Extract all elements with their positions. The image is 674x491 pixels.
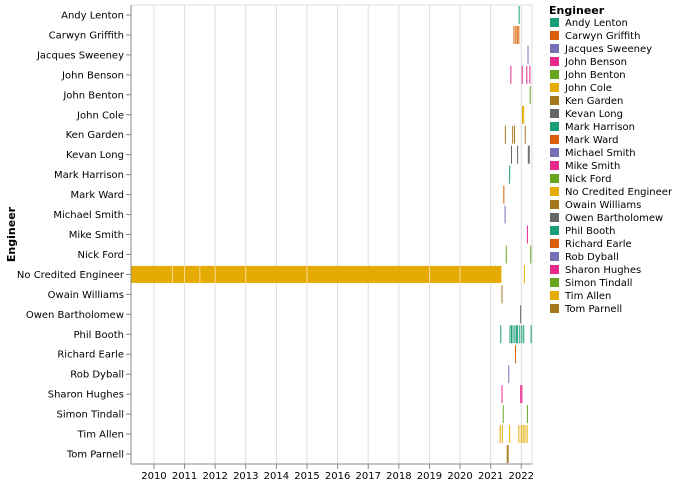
y-tick-label: John Benton xyxy=(62,90,124,101)
legend-entry-label: Carwyn Griffith xyxy=(565,31,640,42)
legend-swatch xyxy=(550,148,559,157)
y-tick-label: Nick Ford xyxy=(77,250,124,261)
y-tick-label: Ken Garden xyxy=(66,130,124,141)
legend-swatch xyxy=(550,18,559,27)
legend-title: Engineer xyxy=(549,4,605,17)
legend-entry-label: Ken Garden xyxy=(565,96,623,107)
y-tick-label: Jacques Sweeney xyxy=(36,50,124,61)
legend-entry-label: Nick Ford xyxy=(565,174,612,185)
plot-background xyxy=(130,4,533,465)
y-tick-label: Richard Earle xyxy=(57,350,124,361)
x-tick-label: 2013 xyxy=(233,471,258,482)
legend-swatch xyxy=(550,213,559,222)
axes-layer: 2010 2011 2012 2013 2014 2015 2016 2017 2018 2019… xyxy=(5,5,534,482)
x-tick-label: 2012 xyxy=(202,471,227,482)
legend-swatch xyxy=(550,44,559,53)
legend-swatch xyxy=(550,174,559,183)
legend-swatch xyxy=(550,83,559,92)
y-tick-label: Kevan Long xyxy=(66,150,124,161)
y-tick-label: Phil Booth xyxy=(74,330,124,341)
legend-entry-label: Kevan Long xyxy=(565,109,623,120)
legend-entry-label: Rob Dyball xyxy=(565,252,619,263)
y-tick-label: Mark Harrison xyxy=(54,170,124,181)
y-tick-label: Carwyn Griffith xyxy=(49,30,124,41)
range-bar xyxy=(131,265,502,283)
x-tick-label: 2018 xyxy=(386,471,411,482)
y-tick-label: John Cole xyxy=(76,110,124,121)
legend-swatch xyxy=(550,291,559,300)
x-tick-label: 2010 xyxy=(141,471,166,482)
marks-layer xyxy=(131,5,532,464)
legend-swatch xyxy=(550,265,559,274)
y-tick-label: Sharon Hughes xyxy=(48,390,124,401)
legend-entry-label: Owain Williams xyxy=(565,200,641,211)
x-tick-label: 2015 xyxy=(294,471,319,482)
legend-entry-label: Tom Parnell xyxy=(564,304,622,315)
legend-entry-label: Mike Smith xyxy=(565,161,620,172)
legend-entry-label: Phil Booth xyxy=(565,226,615,237)
legend-entry-label: Jacques Sweeney xyxy=(564,44,652,55)
legend-entry-label: John Benson xyxy=(564,57,627,68)
legend-entry-label: Michael Smith xyxy=(565,148,636,159)
legend-swatch xyxy=(550,161,559,170)
y-tick-label: Simon Tindall xyxy=(57,410,124,421)
legend-entry-label: Mark Ward xyxy=(565,135,619,146)
legend-swatch xyxy=(550,70,559,79)
x-tick-label: 2017 xyxy=(356,471,381,482)
y-tick-label: Mark Ward xyxy=(71,190,125,201)
legend-swatch xyxy=(550,96,559,105)
y-tick-label: Tom Parnell xyxy=(66,450,124,461)
grid-layer xyxy=(130,4,533,465)
y-tick-label: Owen Bartholomew xyxy=(26,310,124,321)
y-tick-label: Owain Williams xyxy=(48,290,124,301)
legend-entry-label: Tim Allen xyxy=(564,291,611,302)
x-tick-label: 2016 xyxy=(325,471,350,482)
legend-entry-label: John Cole xyxy=(564,83,612,94)
legend-swatch xyxy=(550,109,559,118)
legend-swatch xyxy=(550,187,559,196)
legend-swatch xyxy=(550,278,559,287)
legend-swatch xyxy=(550,122,559,131)
x-tick-label: 2020 xyxy=(447,471,472,482)
y-tick-label: Tim Allen xyxy=(77,430,124,441)
legend-swatch xyxy=(550,57,559,66)
y-tick-label: Mike Smith xyxy=(69,230,124,241)
legend-swatch xyxy=(550,135,559,144)
legend-swatch xyxy=(550,239,559,248)
legend-swatch xyxy=(550,304,559,313)
x-tick-label: 2021 xyxy=(478,471,503,482)
legend-swatch xyxy=(550,200,559,209)
y-tick-label: John Benson xyxy=(61,70,124,81)
y-axis-title: Engineer xyxy=(5,206,18,262)
legend-swatch xyxy=(550,226,559,235)
x-tick-label: 2019 xyxy=(417,471,442,482)
x-tick-label: 2014 xyxy=(264,471,289,482)
x-tick-label: 2022 xyxy=(509,471,534,482)
legend-swatch xyxy=(550,31,559,40)
y-tick-label: Michael Smith xyxy=(53,210,124,221)
legend-entry-label: Mark Harrison xyxy=(565,122,635,133)
legend-entry-label: Richard Earle xyxy=(565,239,632,250)
legend-entry-label: Andy Lenton xyxy=(565,18,628,29)
legend-entry-label: John Benton xyxy=(564,70,626,81)
x-tick-label: 2011 xyxy=(172,471,197,482)
legend-entry-label: No Credited Engineer xyxy=(565,187,673,198)
y-tick-label: Rob Dyball xyxy=(70,370,124,381)
legend-swatch xyxy=(550,252,559,261)
y-tick-label: Andy Lenton xyxy=(61,10,124,21)
legend-entry-label: Owen Bartholomew xyxy=(565,213,663,224)
legend-entry-label: Sharon Hughes xyxy=(565,265,641,276)
legend-entry-label: Simon Tindall xyxy=(565,278,632,289)
y-tick-label: No Credited Engineer xyxy=(17,270,125,281)
